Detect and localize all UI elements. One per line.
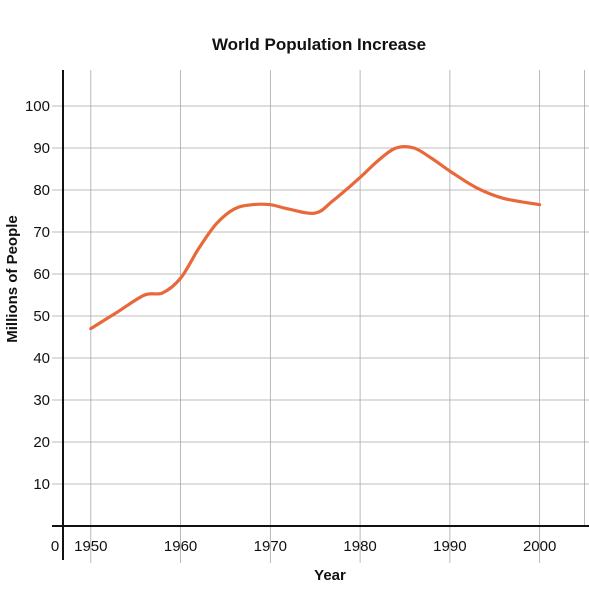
x-tick-label: 2000 [523,538,556,555]
x-tick-label: 1980 [343,538,376,555]
y-tick-label: 60 [33,266,50,283]
origin-tick-label: 0 [51,538,59,555]
y-tick-label: 50 [33,308,50,325]
y-tick-label: 100 [25,98,50,115]
y-tick-label: 80 [33,182,50,199]
y-axis-label: Millions of People [4,215,21,343]
x-tick-labels: 1950 1960 1970 1980 1990 2000 [74,538,556,555]
y-tick-label: 90 [33,140,50,157]
x-tick-label: 1990 [433,538,466,555]
x-tick-label: 1950 [74,538,107,555]
gridlines [52,70,589,563]
y-tick-label: 30 [33,392,50,409]
y-tick-label: 20 [33,434,50,451]
axes [52,70,589,560]
chart-title: World Population Increase [212,35,426,54]
y-tick-labels: 10 20 30 40 50 60 70 80 90 100 [25,98,50,493]
series-line [89,144,542,331]
x-tick-label: 1970 [254,538,287,555]
y-tick-label: 70 [33,224,50,241]
x-axis-label: Year [314,567,346,584]
series-group [89,144,542,331]
x-tick-label: 1960 [164,538,197,555]
y-tick-label: 10 [33,476,50,493]
y-tick-label: 40 [33,350,50,367]
